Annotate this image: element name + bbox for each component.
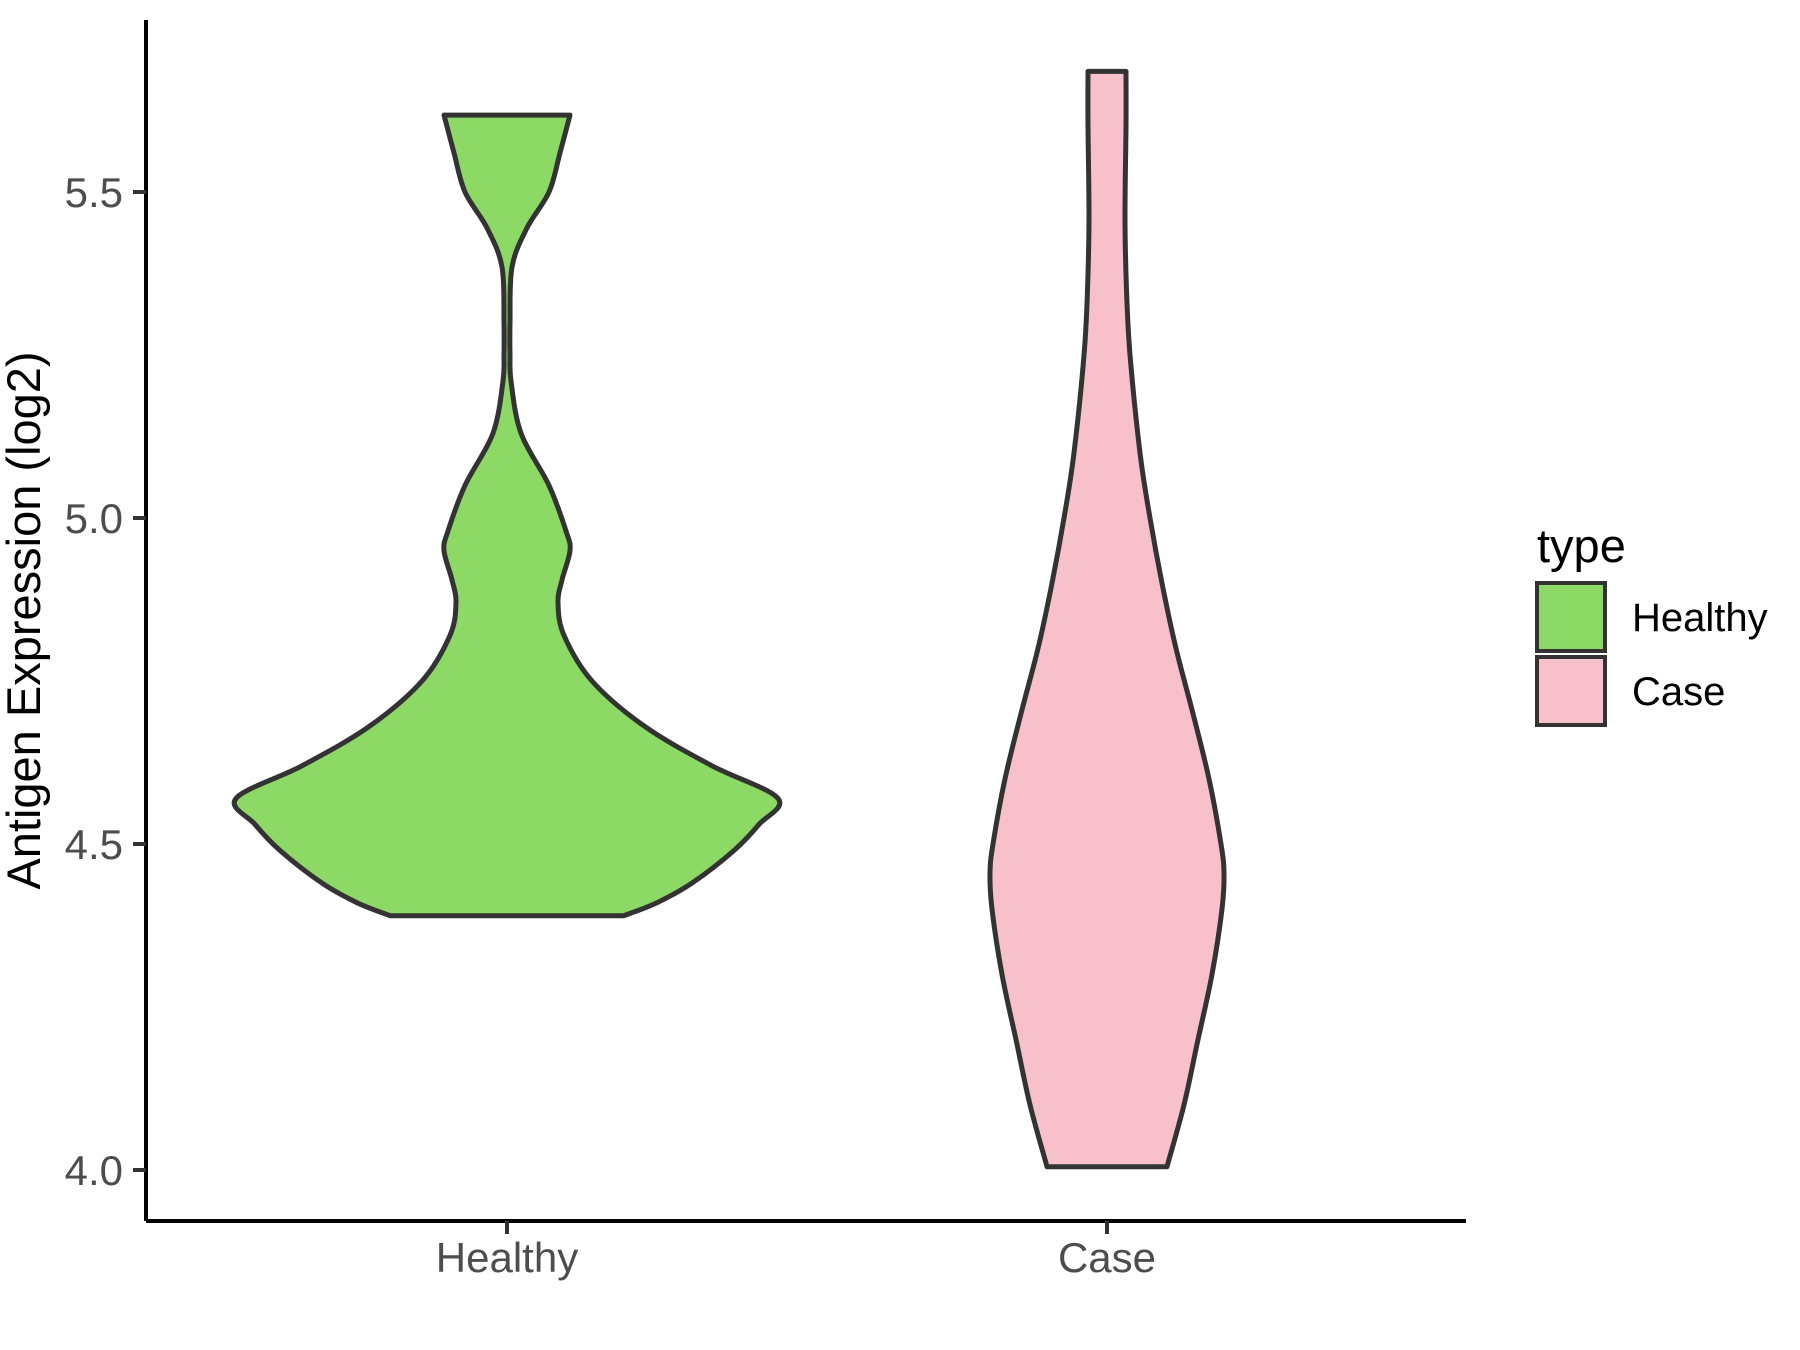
- legend-label-healthy: Healthy: [1632, 596, 1768, 640]
- y-axis-title: Antigen Expression (log2): [0, 351, 50, 889]
- legend-key-case: [1535, 655, 1607, 727]
- y-tick-label: 4.0: [65, 1147, 123, 1194]
- x-category-label: Healthy: [436, 1234, 578, 1281]
- legend-label-case: Case: [1632, 670, 1725, 714]
- y-tick-label: 5.0: [65, 495, 123, 542]
- x-category-label: Case: [1058, 1234, 1156, 1281]
- y-tick-label: 5.5: [65, 169, 123, 216]
- legend-key-healthy: [1535, 581, 1607, 653]
- violins-layer: [231, 68, 1227, 1170]
- violin-healthy: [231, 112, 783, 919]
- axes-layer: [133, 20, 1466, 1234]
- violin-case: [987, 68, 1227, 1170]
- labels-layer: 4.0 4.5 5.0 5.5 Healthy Case Antigen Expressio…: [0, 169, 1156, 1281]
- y-tick-label: 4.5: [65, 821, 123, 868]
- legend-title: type: [1537, 519, 1626, 572]
